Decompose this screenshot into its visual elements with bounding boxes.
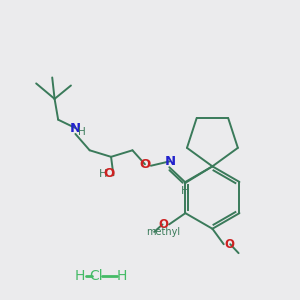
Text: H: H bbox=[99, 169, 107, 179]
Text: H: H bbox=[117, 269, 127, 283]
Text: H: H bbox=[78, 127, 86, 137]
Text: O: O bbox=[103, 167, 115, 180]
Text: H: H bbox=[75, 269, 85, 283]
Text: H: H bbox=[181, 186, 189, 196]
Text: N: N bbox=[164, 155, 175, 168]
Text: O: O bbox=[158, 218, 168, 231]
Text: Cl: Cl bbox=[90, 269, 103, 283]
Text: O: O bbox=[225, 238, 235, 251]
Text: N: N bbox=[70, 122, 81, 134]
Text: O: O bbox=[139, 158, 151, 171]
Text: methyl: methyl bbox=[146, 227, 180, 237]
